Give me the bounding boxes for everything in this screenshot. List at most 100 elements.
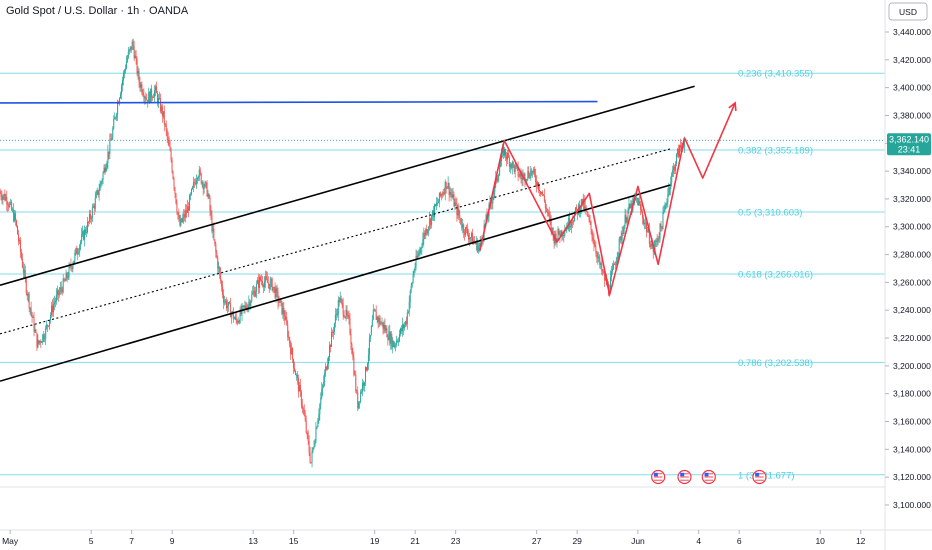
candle-body — [226, 306, 228, 309]
candle-body — [272, 286, 274, 291]
candle-body — [217, 257, 219, 269]
candle-body — [352, 354, 354, 358]
candle-body — [81, 234, 83, 242]
candle-body — [68, 266, 70, 278]
candle-body — [583, 198, 585, 210]
candle-body — [264, 276, 266, 282]
candle-body — [59, 287, 61, 292]
candle-body — [108, 151, 110, 154]
zigzag-pattern[interactable] — [479, 137, 686, 296]
candle-body — [395, 344, 397, 346]
candle-body — [379, 317, 381, 325]
candle-body — [326, 366, 328, 370]
candle-body — [532, 171, 534, 174]
candle-body — [512, 161, 514, 165]
candle-body — [158, 97, 160, 99]
candle-body — [23, 270, 25, 273]
candle-body — [228, 302, 230, 304]
time-tick-label: 9 — [170, 536, 175, 546]
candle-body — [513, 164, 515, 173]
candle-body — [289, 337, 291, 345]
candle-body — [195, 180, 197, 185]
candle-body — [588, 216, 590, 220]
us-event-icon[interactable] — [651, 469, 666, 485]
resistance-line[interactable] — [0, 100, 598, 104]
candle-body — [521, 177, 523, 180]
channel-upper-line[interactable] — [0, 85, 695, 286]
candle-body — [9, 203, 11, 207]
candle-body — [1, 196, 3, 200]
candle-body — [148, 92, 150, 103]
time-axis[interactable]: May 5 7 9 13 15 19 21 23 27 29 Jun 4 6 10 12 — [2, 530, 866, 546]
candle-body — [201, 182, 203, 184]
candle-body — [58, 291, 60, 296]
candle-body — [469, 237, 471, 240]
candle-body — [398, 340, 400, 342]
candle-body — [98, 190, 100, 195]
currency-selector[interactable]: USD — [888, 2, 928, 21]
candle-body — [175, 193, 177, 204]
candle-body — [371, 319, 373, 327]
candle-body — [189, 195, 191, 211]
candle-body — [467, 228, 469, 235]
candle-body — [396, 340, 398, 345]
candle-body — [655, 240, 657, 242]
candle-body — [405, 321, 407, 325]
candle-body — [163, 111, 165, 125]
candle-body — [164, 124, 166, 126]
candle-body — [112, 128, 114, 139]
candle-body — [644, 222, 646, 224]
candle-body — [83, 231, 85, 240]
candle-body — [71, 267, 73, 269]
candle-body — [87, 221, 89, 223]
candle-body — [598, 256, 600, 258]
candle-body — [493, 192, 495, 198]
candle-body — [27, 294, 29, 296]
us-event-icon[interactable] — [752, 469, 767, 485]
candle-body — [314, 441, 316, 447]
candle-body — [258, 280, 260, 288]
candle-body — [104, 167, 106, 172]
candle-body — [128, 49, 130, 52]
candle-body — [169, 146, 171, 151]
channel-midline[interactable] — [0, 148, 671, 335]
candle-body — [351, 344, 353, 355]
candle-body — [198, 169, 200, 178]
candle-body — [105, 167, 107, 172]
fib-level-label: 0.618 (3,266.016) — [738, 270, 813, 281]
candle-body — [434, 204, 436, 217]
candle-body — [618, 238, 620, 253]
candle-body — [373, 309, 375, 311]
candle-body — [531, 170, 533, 174]
us-event-icon[interactable] — [701, 469, 716, 485]
candle-body — [626, 217, 628, 223]
candle-body — [591, 229, 593, 238]
price-tick-label: 3,280.000 — [893, 250, 931, 260]
channel-lower-line[interactable] — [0, 184, 671, 382]
candle-body — [288, 337, 290, 338]
candle-body — [612, 264, 614, 269]
candle-body — [263, 281, 265, 288]
candle-body — [265, 276, 267, 279]
candle-body — [667, 194, 669, 203]
candle-body — [399, 328, 401, 335]
candle-body — [368, 338, 370, 355]
candle-body — [600, 263, 602, 265]
candle-body — [61, 289, 63, 293]
candle-body — [435, 203, 437, 206]
candle-body — [80, 241, 82, 246]
us-event-icon[interactable] — [677, 469, 692, 485]
candle-body — [310, 462, 312, 464]
candle-body — [86, 232, 88, 233]
candle-body — [180, 218, 182, 226]
candle-body — [355, 374, 357, 391]
projection-path[interactable] — [683, 102, 736, 179]
candle-body — [281, 301, 283, 314]
candle-body — [601, 263, 603, 272]
candle-body — [354, 374, 356, 376]
candle-body — [453, 194, 455, 207]
candle-body — [172, 171, 174, 179]
candle-body — [415, 255, 417, 267]
candle-body — [323, 381, 325, 386]
